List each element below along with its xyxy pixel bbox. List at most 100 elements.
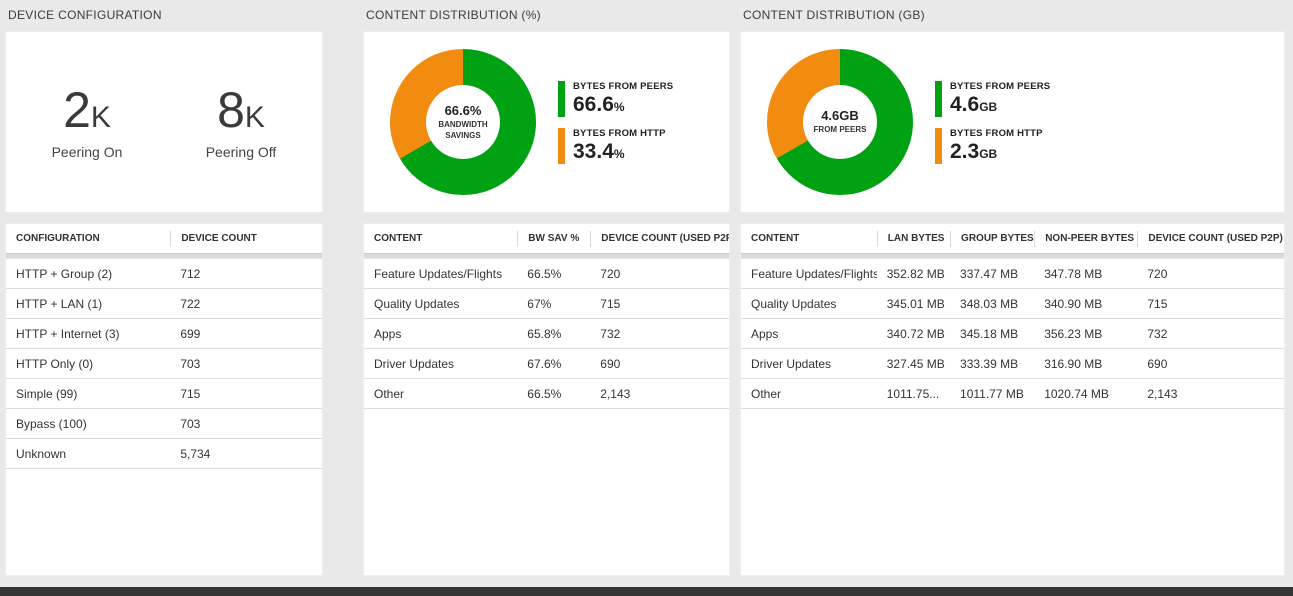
table-cell: 66.5%: [527, 386, 562, 401]
legend-color-bar: [935, 80, 942, 117]
column-header: LAN BYTES: [876, 230, 950, 247]
content-distribution-gb-table: CONTENT LAN BYTES GROUP BYTES NON-PEER BYTE…: [740, 223, 1285, 576]
table-cell: 340.72 MB: [886, 326, 945, 341]
table-header-row: CONTENT BW SAV % DEVICE COUNT (USED P2P): [364, 224, 729, 254]
table-row[interactable]: Feature Updates/Flights 352.82 MB 337.47 M…: [741, 259, 1284, 289]
table-cell: 316.90 MB: [1044, 356, 1103, 371]
table-cell: Quality Updates: [374, 296, 460, 311]
content-distribution-pct-table: CONTENT BW SAV % DEVICE COUNT (USED P2P) Fe…: [363, 223, 730, 576]
table-cell: Apps: [374, 326, 402, 341]
table-cell: 345.18 MB: [960, 326, 1019, 341]
table-row[interactable]: Quality Updates 345.01 MB 348.03 MB 340.90 …: [741, 289, 1284, 319]
table-cell: 337.47 MB: [960, 266, 1019, 281]
table-cell: 65.8%: [527, 326, 562, 341]
donut-center-value: 66.6%: [444, 102, 482, 118]
donut-center: 66.6% BANDWIDTH SAVINGS: [426, 85, 500, 159]
table-cell: HTTP Only (0): [16, 356, 94, 371]
legend-item: BYTES FROM PEERS 4.6GB: [935, 80, 1050, 117]
table-row[interactable]: Other 66.5% 2,143: [364, 379, 729, 409]
column-header: NON-PEER BYTES: [1034, 230, 1137, 247]
table-row[interactable]: Apps 65.8% 732: [364, 319, 729, 349]
chart-legend: BYTES FROM PEERS 4.6GB BYTES FROM HTTP 2.3G…: [935, 80, 1050, 164]
stat-unit: K: [90, 100, 111, 134]
table-cell: 327.45 MB: [886, 356, 945, 371]
stat-peering-on: 2K Peering On: [41, 85, 133, 160]
table-cell: 1011.77 MB: [960, 386, 1024, 401]
table-row[interactable]: Bypass (100) 703: [6, 409, 322, 439]
table-cell: HTTP + Internet (3): [16, 326, 120, 341]
device-config-table: CONFIGURATION DEVICE COUNT HTTP + Group (2…: [5, 223, 323, 576]
table-cell: HTTP + LAN (1): [16, 296, 103, 311]
column-header: CONFIGURATION: [16, 232, 100, 244]
table-cell: 715: [600, 296, 621, 311]
column-header: DEVICE COUNT (USED P2P): [1137, 230, 1284, 247]
table-cell: 2,143: [600, 386, 631, 401]
bandwidth-savings-donut-chart[interactable]: 66.6% BANDWIDTH SAVINGS: [390, 49, 536, 195]
legend-color-bar: [558, 80, 565, 117]
table-cell: 347.78 MB: [1044, 266, 1103, 281]
bytes-from-peers-donut-chart[interactable]: 4.6GB FROM PEERS: [767, 49, 913, 195]
table-row[interactable]: Feature Updates/Flights 66.5% 720: [364, 259, 729, 289]
legend-label: BYTES FROM HTTP: [573, 127, 666, 139]
table-row[interactable]: Simple (99) 715: [6, 379, 322, 409]
table-cell: 720: [600, 266, 621, 281]
table-row[interactable]: Other 1011.75... 1011.77 MB 1020.74 MB 2,143: [741, 379, 1284, 409]
stat-unit: K: [244, 100, 265, 134]
legend-label: BYTES FROM HTTP: [950, 127, 1043, 139]
donut-center-label: FROM PEERS: [813, 125, 867, 135]
table-cell: Other: [374, 386, 405, 401]
table-row[interactable]: HTTP + Internet (3) 699: [6, 319, 322, 349]
donut-center-value: 4.6GB: [821, 108, 859, 124]
table-cell: 699: [180, 326, 201, 341]
table-cell: 690: [1147, 356, 1168, 371]
table-cell: Feature Updates/Flights: [374, 266, 503, 281]
table-row[interactable]: Apps 340.72 MB 345.18 MB 356.23 MB 732: [741, 319, 1284, 349]
panel-content-distribution-gb: CONTENT DISTRIBUTION (GB) 4.6GB FROM PEE…: [740, 8, 1285, 576]
stat-number: 2: [63, 81, 91, 138]
legend-label: BYTES FROM PEERS: [573, 80, 674, 92]
table-cell: 5,734: [180, 446, 211, 461]
table-cell: 2,143: [1147, 386, 1178, 401]
table-cell: Other: [751, 386, 782, 401]
panel-title: DEVICE CONFIGURATION: [8, 8, 162, 22]
table-row[interactable]: HTTP + Group (2) 712: [6, 259, 322, 289]
table-row[interactable]: Driver Updates 327.45 MB 333.39 MB 316.90 M…: [741, 349, 1284, 379]
table-cell: Driver Updates: [751, 356, 832, 371]
legend-text: BYTES FROM PEERS 4.6GB: [950, 81, 1050, 117]
legend-color-bar: [935, 127, 942, 164]
table-row[interactable]: Quality Updates 67% 715: [364, 289, 729, 319]
legend-item: BYTES FROM PEERS 66.6%: [558, 80, 674, 117]
table-cell: Feature Updates/Flights: [751, 266, 877, 281]
table-cell: 352.82 MB: [886, 266, 945, 281]
column-header: CONTENT: [374, 232, 423, 244]
table-row[interactable]: HTTP + LAN (1) 722: [6, 289, 322, 319]
table-header-row: CONFIGURATION DEVICE COUNT: [6, 224, 322, 254]
table-cell: Driver Updates: [374, 356, 455, 371]
table-row[interactable]: Driver Updates 67.6% 690: [364, 349, 729, 379]
table-cell: 340.90 MB: [1044, 296, 1103, 311]
table-cell: 703: [180, 356, 201, 371]
stat-peering-off-value: 8K: [195, 85, 287, 135]
table-cell: 722: [180, 296, 201, 311]
table-cell: 690: [600, 356, 621, 371]
legend-color-bar: [558, 127, 565, 164]
panel-title: CONTENT DISTRIBUTION (%): [366, 8, 541, 22]
table-row[interactable]: HTTP Only (0) 703: [6, 349, 322, 379]
table-cell: 720: [1147, 266, 1168, 281]
legend-text: BYTES FROM HTTP 33.4%: [573, 128, 666, 164]
table-row[interactable]: Unknown 5,734: [6, 439, 322, 469]
table-cell: 703: [180, 416, 201, 431]
chart-legend: BYTES FROM PEERS 66.6% BYTES FROM HTTP 33.4…: [558, 80, 674, 164]
legend-item: BYTES FROM HTTP 2.3GB: [935, 127, 1050, 164]
legend-value: 4.6GB: [950, 92, 998, 116]
table-cell: 1020.74 MB: [1044, 386, 1109, 401]
table-cell: Quality Updates: [751, 296, 837, 311]
table-cell: Unknown: [16, 446, 67, 461]
table-cell: Simple (99): [16, 386, 78, 401]
table-cell: 1011.75...: [886, 386, 940, 401]
stat-peering-on-value: 2K: [41, 85, 133, 135]
table-cell: 712: [180, 266, 201, 281]
column-header: CONTENT: [751, 232, 800, 244]
legend-label: BYTES FROM PEERS: [950, 80, 1051, 92]
device-config-stats-card: 2K Peering On 8K Peering Off: [5, 31, 323, 213]
